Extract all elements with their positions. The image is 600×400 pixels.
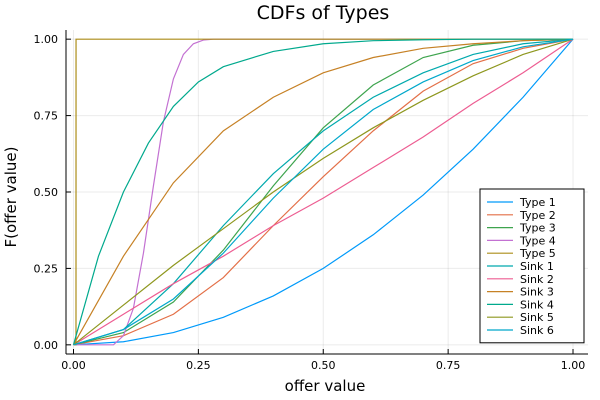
legend-label-2: Type 3 xyxy=(519,222,556,235)
tick-labels: 0.00 0.25 0.50 0.75 1.00 0.00 0.25 0.50 0.75 1.00 xyxy=(34,33,586,372)
y-tick-label-3: 0.75 xyxy=(34,110,59,123)
legend-label-0: Type 1 xyxy=(519,196,556,209)
legend-label-10: Sink 6 xyxy=(520,324,554,337)
y-tick-label-1: 0.25 xyxy=(34,262,59,275)
legend-label-9: Sink 5 xyxy=(520,311,554,324)
series-line-0 xyxy=(73,38,574,346)
series-line-8 xyxy=(72,38,574,345)
x-tick-label-4: 1.00 xyxy=(561,359,586,372)
y-tick-label-0: 0.00 xyxy=(34,339,59,352)
series-line-1 xyxy=(73,38,574,346)
y-axis-title: F(offer value) xyxy=(2,147,20,248)
chart-title: CDFs of Types xyxy=(257,2,390,24)
legend-label-7: Sink 3 xyxy=(520,286,554,299)
series-line-5 xyxy=(73,38,574,346)
legend-label-3: Type 4 xyxy=(519,234,556,247)
legend-label-1: Type 2 xyxy=(519,209,556,222)
series-line-10 xyxy=(73,38,574,346)
axes xyxy=(65,30,588,355)
plot-series xyxy=(72,38,574,346)
x-tick-label-0: 0.00 xyxy=(61,359,86,372)
series-line-7 xyxy=(72,38,574,346)
legend-label-4: Type 5 xyxy=(519,247,556,260)
x-axis-title: offer value xyxy=(285,377,366,395)
x-tick-label-3: 0.75 xyxy=(436,359,461,372)
legend-label-6: Sink 2 xyxy=(520,273,554,286)
series-line-2 xyxy=(73,38,574,346)
y-tick-label-2: 0.50 xyxy=(34,186,59,199)
series-line-9 xyxy=(73,38,574,346)
legend-label-8: Sink 4 xyxy=(520,298,554,311)
legend-label-5: Sink 1 xyxy=(520,260,554,273)
y-tick-label-4: 1.00 xyxy=(34,33,59,46)
series-line-6 xyxy=(73,38,574,346)
x-tick-label-1: 0.25 xyxy=(186,359,211,372)
x-tick-label-2: 0.50 xyxy=(311,359,336,372)
